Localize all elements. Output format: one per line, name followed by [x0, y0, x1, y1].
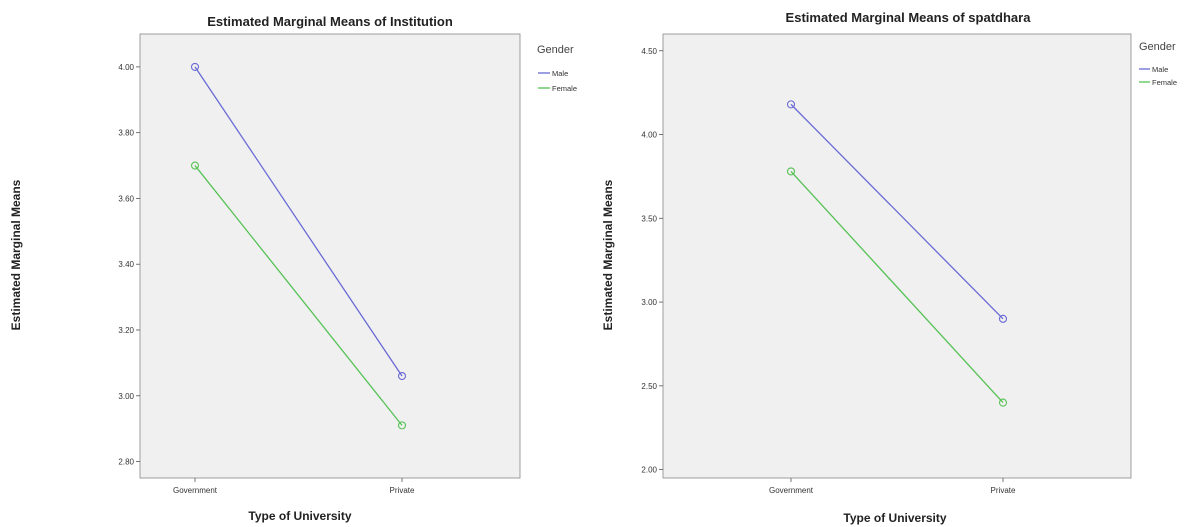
x-axis-label: Type of University	[248, 509, 351, 523]
legend-label-male: Male	[1152, 65, 1168, 74]
y-tick-label: 3.40	[118, 260, 134, 269]
y-tick-label: 3.50	[641, 214, 657, 223]
chart-2: Estimated Marginal Means of spatdhara Est…	[601, 10, 1177, 525]
y-tick-label: 2.80	[118, 458, 134, 467]
x-axis-label: Type of University	[843, 511, 946, 525]
y-tick-label: 3.20	[118, 326, 134, 335]
data-point-female	[397, 421, 407, 430]
x-tick-label: Private	[991, 486, 1016, 495]
y-axis-label: Estimated Marginal Means	[9, 179, 23, 330]
data-point-female	[786, 167, 796, 176]
plot-area	[662, 33, 1132, 479]
y-tick-label: 3.80	[118, 129, 134, 138]
legend-label-female: Female	[1152, 78, 1177, 87]
series-line-female	[194, 165, 403, 426]
legend-title: Gender	[537, 44, 574, 56]
data-point-female	[190, 161, 200, 170]
chart-title: Estimated Marginal Means of spatdhara	[786, 10, 1032, 25]
y-tick-label: 4.50	[641, 47, 657, 56]
plot-area	[139, 33, 521, 479]
y-tick-label: 4.00	[641, 131, 657, 140]
y-tick-label: 3.00	[641, 298, 657, 307]
series-line-male	[790, 103, 1004, 320]
data-point-female	[998, 398, 1008, 407]
y-tick-label: 3.00	[118, 392, 134, 401]
legend-label-male: Male	[552, 69, 568, 78]
legend-title: Gender	[1139, 41, 1176, 53]
y-axis-label: Estimated Marginal Means	[601, 179, 615, 330]
data-point-male	[397, 371, 407, 381]
data-point-male	[998, 314, 1008, 323]
x-tick-label: Government	[173, 486, 218, 495]
legend-label-female: Female	[552, 84, 577, 93]
data-point-male	[786, 100, 796, 109]
y-tick-label: 4.00	[118, 63, 134, 72]
y-tick-label: 2.50	[641, 382, 657, 391]
y-tick-label: 3.60	[118, 194, 134, 203]
chart-1: Estimated Marginal Means of Institution E…	[9, 14, 577, 523]
series-line-female	[790, 170, 1004, 404]
x-tick-label: Private	[390, 486, 415, 495]
y-tick-label: 2.00	[641, 466, 657, 475]
chart-title: Estimated Marginal Means of Institution	[207, 14, 453, 29]
x-tick-label: Government	[769, 486, 814, 495]
series-line-male	[194, 66, 403, 377]
data-point-male	[190, 62, 200, 71]
